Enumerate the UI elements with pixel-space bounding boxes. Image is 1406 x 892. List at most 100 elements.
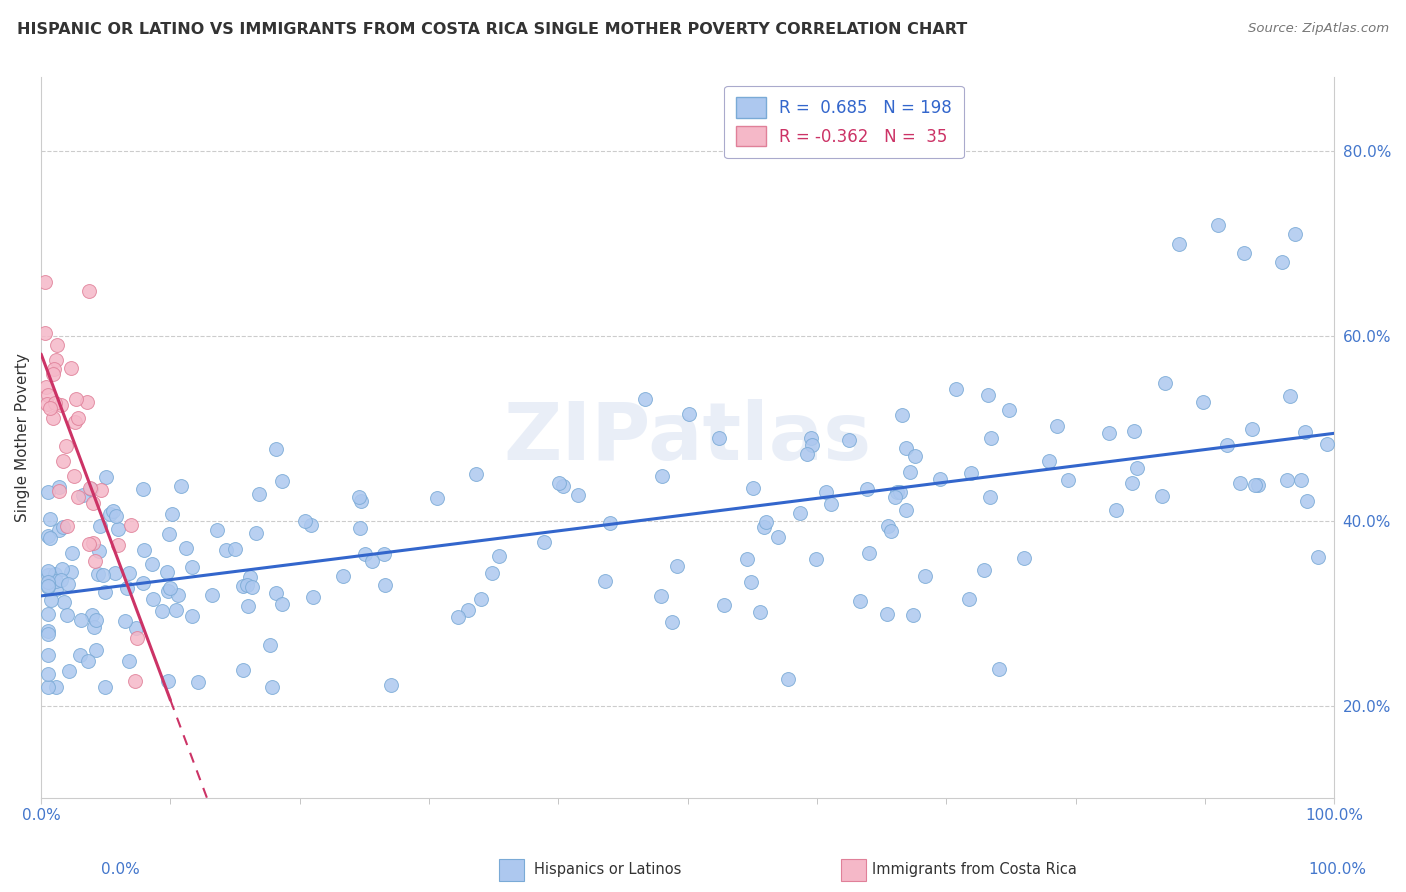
Point xyxy=(796,447,818,461)
Text: 0.0%: 0.0% xyxy=(101,863,141,877)
Point xyxy=(46,337,69,351)
Point xyxy=(59,566,82,580)
Point xyxy=(84,613,107,627)
Point xyxy=(349,490,371,504)
Point xyxy=(1284,227,1306,242)
Point xyxy=(215,543,238,558)
Point xyxy=(634,392,657,406)
Point xyxy=(48,480,70,494)
Point xyxy=(180,609,202,624)
Point xyxy=(65,392,87,407)
Point xyxy=(238,599,260,614)
Point xyxy=(801,438,824,452)
Point xyxy=(1306,549,1329,564)
Point xyxy=(84,643,107,657)
Point xyxy=(48,523,70,537)
Point xyxy=(100,507,122,521)
Text: HISPANIC OR LATINO VS IMMIGRANTS FROM COSTA RICA SINGLE MOTHER POVERTY CORRELATI: HISPANIC OR LATINO VS IMMIGRANTS FROM CO… xyxy=(17,22,967,37)
Point xyxy=(101,504,124,518)
Point xyxy=(789,506,811,520)
Point xyxy=(103,566,125,581)
Point xyxy=(1294,425,1316,439)
Point xyxy=(235,578,257,592)
Point xyxy=(84,554,107,568)
Point xyxy=(48,483,70,498)
Text: 100.0%: 100.0% xyxy=(1309,863,1367,877)
Point xyxy=(1206,219,1229,233)
Point xyxy=(709,431,731,445)
Point xyxy=(903,607,925,622)
Point xyxy=(361,554,384,568)
Point xyxy=(60,361,83,376)
Point xyxy=(63,415,86,429)
Point xyxy=(56,576,79,591)
Point xyxy=(114,614,136,628)
Point xyxy=(79,481,101,495)
Point xyxy=(37,580,59,594)
Point xyxy=(1279,389,1302,403)
Y-axis label: Single Mother Poverty: Single Mother Poverty xyxy=(15,353,30,522)
Point xyxy=(82,496,104,510)
Point xyxy=(124,621,146,635)
Point xyxy=(37,680,59,694)
Point xyxy=(69,648,91,663)
Point xyxy=(987,662,1010,676)
Point xyxy=(124,674,146,689)
Point xyxy=(37,607,59,621)
Point xyxy=(156,565,179,579)
Point xyxy=(1152,489,1174,503)
Point xyxy=(464,467,486,482)
Point xyxy=(815,485,838,500)
Point xyxy=(115,581,138,595)
Legend: R =  0.685   N = 198, R = -0.362   N =  35: R = 0.685 N = 198, R = -0.362 N = 35 xyxy=(724,86,963,158)
Point xyxy=(34,326,56,340)
Point xyxy=(157,584,180,599)
Point xyxy=(957,592,980,607)
Point xyxy=(51,573,73,587)
Point xyxy=(838,433,860,447)
Point xyxy=(894,441,917,455)
Point xyxy=(820,497,842,511)
Point xyxy=(891,408,914,422)
Text: Immigrants from Costa Rica: Immigrants from Costa Rica xyxy=(872,863,1077,877)
Point xyxy=(876,518,898,533)
Point xyxy=(898,465,921,479)
Point xyxy=(1126,460,1149,475)
Point xyxy=(39,401,62,415)
Point xyxy=(52,454,75,468)
Point xyxy=(599,516,621,530)
Point xyxy=(977,388,1000,402)
Point xyxy=(350,493,373,508)
Point xyxy=(768,530,790,544)
Point xyxy=(849,594,872,608)
Point xyxy=(94,585,117,599)
Point xyxy=(998,403,1021,417)
Point xyxy=(165,602,187,616)
Point xyxy=(45,582,67,597)
Point xyxy=(37,666,59,681)
Point xyxy=(37,484,59,499)
Point xyxy=(755,516,778,530)
Point xyxy=(37,529,59,543)
Point xyxy=(37,574,59,589)
Point xyxy=(301,517,323,532)
Point xyxy=(548,475,571,490)
Point xyxy=(735,552,758,566)
Point xyxy=(35,380,58,394)
Point xyxy=(713,599,735,613)
Point xyxy=(232,579,254,593)
Point xyxy=(884,491,907,505)
Point xyxy=(593,574,616,589)
Point xyxy=(1121,476,1143,491)
Point xyxy=(259,638,281,652)
Point xyxy=(804,552,827,566)
Point xyxy=(1246,477,1268,491)
Point xyxy=(271,474,294,488)
Point xyxy=(37,397,59,411)
Point xyxy=(373,547,395,561)
Point xyxy=(77,537,100,551)
Point xyxy=(1105,503,1128,517)
Point xyxy=(105,509,128,524)
Point xyxy=(1038,453,1060,467)
Point xyxy=(1192,395,1215,409)
